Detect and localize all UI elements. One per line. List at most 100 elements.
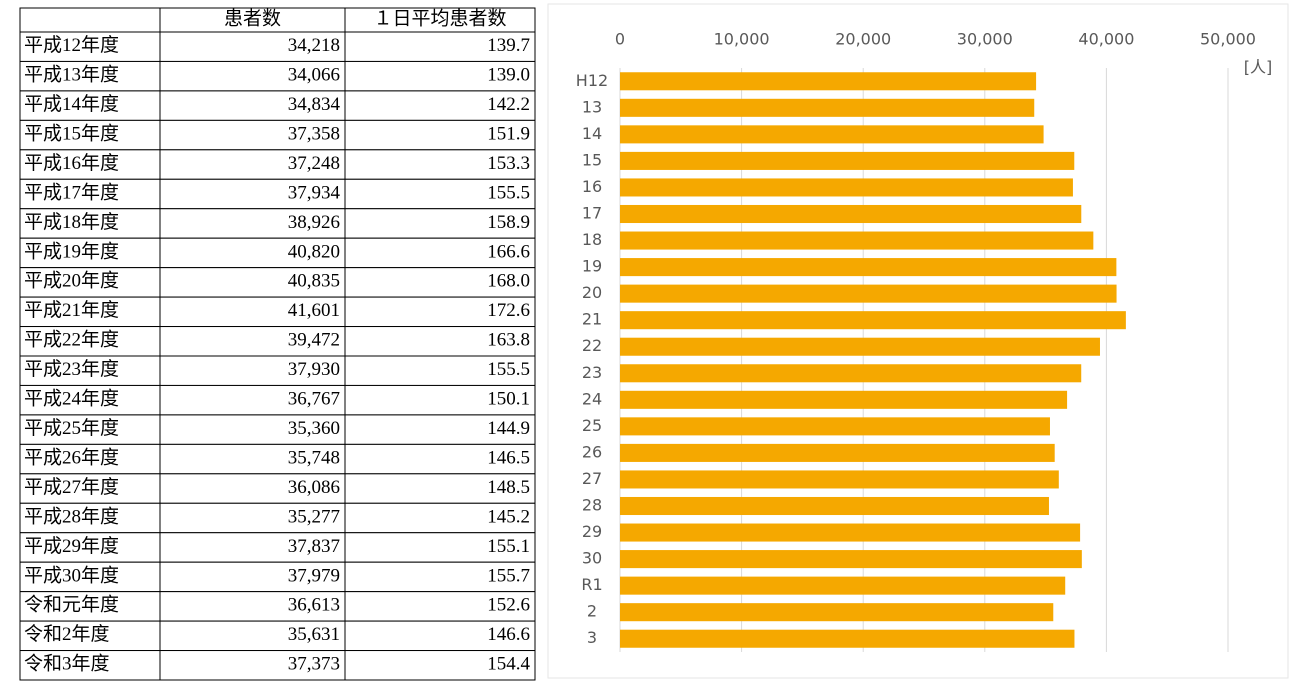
cell-value: 155.1 (487, 536, 530, 557)
y-tick-label: 3 (587, 628, 597, 647)
row-label: 平成18年度 (24, 211, 119, 233)
chart: [人] 0 10,000 20,000 30,000 40,000 50,000 H12 13… (547, 3, 1289, 679)
table-cell (159, 237, 346, 269)
row-label: 令和3年度 (24, 653, 110, 675)
table-cell (344, 473, 536, 504)
cell-value: 36,767 (288, 389, 340, 410)
y-tick-label: 19 (582, 257, 602, 276)
table-cell (159, 532, 346, 563)
row-label: 平成29年度 (24, 535, 119, 557)
cell-value: 155.7 (487, 565, 530, 586)
table-cell (159, 208, 346, 239)
cell-value: 155.5 (487, 182, 530, 203)
cell-value: 41,601 (288, 300, 340, 321)
row-label: 平成28年度 (24, 505, 119, 527)
table-cell (19, 60, 161, 92)
cell-value: 38,926 (288, 212, 340, 233)
table-cell (19, 355, 161, 386)
y-tick-label: 17 (582, 204, 602, 223)
cell-value: 142.2 (487, 94, 530, 115)
cell-value: 37,930 (288, 359, 340, 380)
cell-value: 37,837 (288, 536, 340, 557)
x-tick-label: 50,000 (1200, 30, 1256, 49)
table-cell (19, 473, 161, 504)
column-header: １日平均患者数 (373, 7, 506, 29)
bar (620, 496, 1049, 516)
table-cell (344, 178, 536, 210)
bar (620, 364, 1082, 383)
row-label: 平成15年度 (24, 122, 119, 144)
y-tick-label: 14 (582, 124, 602, 143)
cell-value: 163.8 (487, 330, 530, 351)
y-tick-label: H12 (576, 71, 608, 90)
cell-value: 152.6 (487, 595, 530, 616)
cell-value: 35,631 (288, 624, 340, 645)
cell-value: 166.6 (487, 241, 530, 262)
x-tick-label: 30,000 (957, 30, 1013, 49)
cell-value: 150.1 (487, 389, 530, 410)
table-cell (19, 414, 161, 445)
y-tick-label: 28 (582, 496, 602, 515)
y-tick-label: 23 (582, 363, 602, 382)
y-tick-label: 30 (582, 549, 602, 568)
bar (620, 629, 1075, 648)
cell-value: 153.3 (487, 153, 530, 174)
row-label: 平成12年度 (24, 34, 119, 56)
cell-value: 37,358 (288, 123, 340, 144)
table-cell (19, 384, 161, 416)
cell-value: 40,820 (288, 241, 340, 262)
row-label: 平成26年度 (24, 446, 119, 468)
bar (620, 284, 1117, 303)
cell-value: 36,613 (288, 595, 340, 616)
row-label: 平成20年度 (24, 270, 119, 292)
bar (620, 417, 1050, 436)
bar (620, 98, 1035, 117)
row-label: 平成23年度 (24, 358, 119, 380)
cell-value: 34,218 (288, 35, 340, 56)
row-label: 令和2年度 (24, 623, 110, 645)
cell-value: 37,248 (288, 153, 340, 174)
table-cell (19, 178, 161, 210)
y-tick-label: 21 (582, 310, 602, 329)
bar (620, 72, 1037, 91)
table-cell (19, 650, 161, 681)
bar (620, 231, 1094, 250)
bar (620, 151, 1075, 170)
y-tick-label: 15 (582, 150, 602, 169)
table-cell (344, 267, 536, 298)
table-cell (19, 208, 161, 239)
cell-value: 144.9 (487, 418, 530, 439)
y-tick-label: 2 (587, 602, 597, 621)
cell-value: 34,834 (288, 94, 341, 115)
y-tick-label: 24 (582, 389, 602, 408)
axis-unit: [人] (1244, 58, 1273, 77)
row-label: 令和元年度 (24, 594, 119, 616)
table-cell (19, 443, 161, 475)
table-cell (344, 149, 536, 180)
bar (620, 258, 1117, 277)
table-cell (159, 650, 346, 681)
bar (620, 603, 1054, 622)
table-cell (159, 414, 346, 445)
table-cell (19, 267, 161, 298)
y-tick-label: 16 (582, 177, 602, 196)
bar (620, 390, 1068, 409)
table-cell (159, 296, 346, 328)
bar (620, 576, 1066, 595)
bar (620, 523, 1081, 542)
y-tick-label: R1 (581, 575, 602, 594)
cell-value: 158.9 (487, 212, 530, 233)
table-cell (159, 591, 346, 622)
table-cell (19, 502, 161, 534)
bar (620, 125, 1044, 144)
column-header: 患者数 (224, 7, 281, 29)
y-tick-label: 29 (582, 522, 602, 541)
table-cell (344, 620, 536, 652)
cell-value: 172.6 (487, 300, 530, 321)
table-cell (344, 502, 536, 534)
x-tick-label: 40,000 (1078, 30, 1134, 49)
table-cell (159, 355, 346, 386)
y-tick-label: 20 (582, 283, 602, 302)
cell-value: 154.4 (487, 654, 530, 675)
